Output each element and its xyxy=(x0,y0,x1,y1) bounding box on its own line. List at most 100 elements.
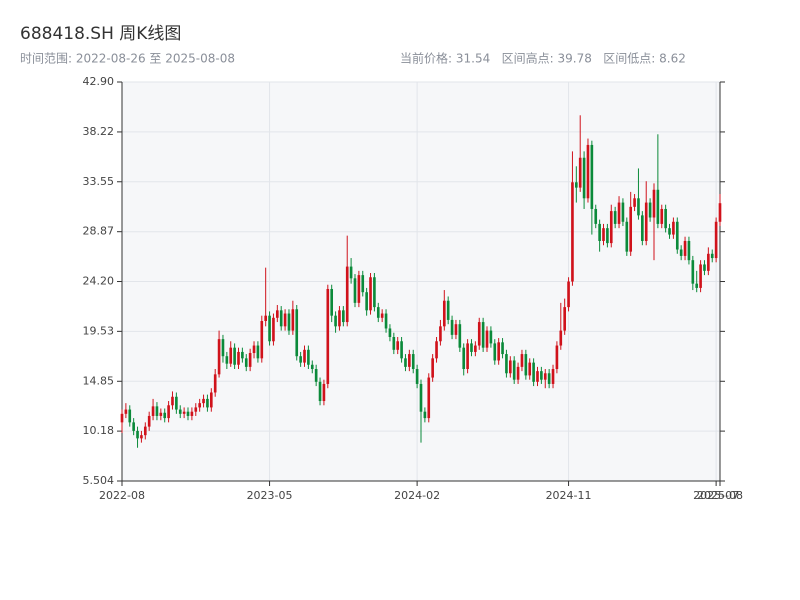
candle-body xyxy=(602,228,605,241)
candle-body xyxy=(384,313,388,329)
candle-body xyxy=(182,411,186,414)
candle-body xyxy=(431,358,434,378)
candle-body xyxy=(710,253,714,259)
candle-body xyxy=(120,413,124,423)
candle-body xyxy=(621,202,625,222)
candle-body xyxy=(606,228,609,244)
candle-body xyxy=(707,253,710,271)
candle-body xyxy=(276,310,279,318)
candle-body xyxy=(609,211,613,244)
candle-body xyxy=(198,403,201,408)
candle-body xyxy=(221,339,225,357)
candle-body xyxy=(644,202,648,241)
x-tick-label: 2024-11 xyxy=(546,489,592,502)
candle-body xyxy=(330,288,334,316)
candle-body xyxy=(439,326,442,342)
candle-body xyxy=(342,310,345,323)
candle-body xyxy=(256,345,260,359)
candle-body xyxy=(190,411,194,416)
candle-body xyxy=(485,330,489,348)
candle-body xyxy=(594,208,598,224)
candle-body xyxy=(326,288,330,384)
candle-body xyxy=(578,157,582,188)
candle-body xyxy=(229,347,233,364)
candle-body xyxy=(427,377,431,419)
candle-body xyxy=(687,240,691,261)
candle-body xyxy=(291,309,295,331)
candle-body xyxy=(209,392,213,408)
candle-body xyxy=(322,383,326,402)
candle-body xyxy=(547,373,551,384)
candle-body xyxy=(493,343,497,361)
y-tick-label: 24.20 xyxy=(83,275,115,288)
candle-body xyxy=(244,358,248,367)
candle-body xyxy=(695,283,699,288)
candle-body xyxy=(481,322,485,348)
price-summary: 当前价格: 31.54 区间高点: 39.78 区间低点: 8.62 xyxy=(400,51,686,66)
candle-body xyxy=(143,426,147,436)
candle-body xyxy=(264,315,267,321)
candle-body xyxy=(699,264,702,288)
candle-body xyxy=(454,324,458,335)
candle-body xyxy=(225,356,229,364)
candle-body xyxy=(310,364,314,370)
candle-body xyxy=(641,215,644,241)
candle-body xyxy=(567,281,570,308)
candle-body xyxy=(672,221,675,235)
candle-body xyxy=(532,362,535,382)
candle-body xyxy=(268,315,271,342)
candle-body xyxy=(233,347,236,365)
candle-body xyxy=(338,310,341,327)
y-tick-label: 19.53 xyxy=(83,324,115,337)
candle-body xyxy=(675,221,679,250)
candle-body xyxy=(349,266,353,279)
candle-body xyxy=(299,356,302,363)
candle-body xyxy=(279,310,283,327)
candle-body xyxy=(345,266,349,323)
candle-body xyxy=(400,341,403,359)
candle-body xyxy=(575,182,578,188)
candle-body xyxy=(450,319,454,335)
candle-body xyxy=(314,369,318,382)
candle-body xyxy=(598,223,601,241)
candle-body xyxy=(477,322,481,346)
candle-body xyxy=(419,383,423,412)
candle-body xyxy=(380,313,384,318)
candle-body xyxy=(415,369,419,384)
candle-body xyxy=(388,328,392,338)
candle-body xyxy=(353,278,357,303)
candle-body xyxy=(159,412,163,416)
candle-body xyxy=(501,342,504,355)
x-tick-label: 2025-07 xyxy=(693,489,739,502)
candle-body xyxy=(287,313,291,331)
x-tick-label: 2024-02 xyxy=(394,489,440,502)
candle-body xyxy=(524,354,528,376)
candle-body xyxy=(458,324,462,348)
candle-body xyxy=(559,330,563,346)
candle-body xyxy=(505,354,508,374)
candle-body xyxy=(155,406,159,416)
candle-body xyxy=(536,371,539,382)
candle-body xyxy=(540,371,543,380)
candle-body xyxy=(629,206,633,252)
candle-body xyxy=(124,409,128,414)
candle-body xyxy=(543,373,547,380)
candle-body xyxy=(303,349,306,363)
candle-body xyxy=(656,189,660,224)
candle-body xyxy=(241,351,244,359)
candle-body xyxy=(703,264,706,271)
y-tick-label: 14.85 xyxy=(83,374,115,387)
candle-body xyxy=(365,292,368,311)
candle-body xyxy=(435,341,438,359)
candle-body xyxy=(718,203,722,222)
y-tick-label: 38.22 xyxy=(83,125,115,138)
candle-body xyxy=(295,309,299,357)
candle-body xyxy=(551,369,555,384)
candle-body xyxy=(714,221,718,259)
candle-body xyxy=(652,189,656,218)
candle-body xyxy=(528,362,532,376)
candle-body xyxy=(555,345,559,370)
candle-body xyxy=(136,430,139,439)
candle-body xyxy=(462,347,466,370)
